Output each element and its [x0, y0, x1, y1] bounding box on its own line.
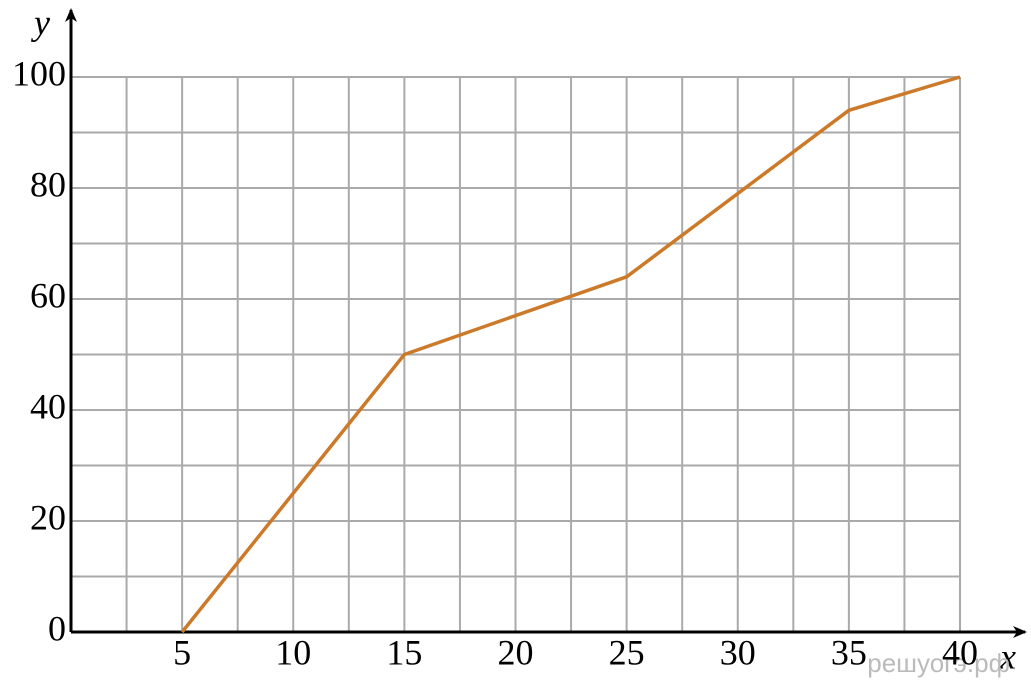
y-axis-label: y: [31, 2, 50, 42]
y-tick-label: 20: [30, 497, 66, 537]
x-tick-label: 35: [831, 632, 867, 672]
x-tick-label: 40: [942, 632, 978, 672]
y-tick-label: 60: [30, 275, 66, 315]
x-tick-label: 30: [720, 632, 756, 672]
x-tick-label: 5: [173, 632, 191, 672]
x-tick-label: 25: [609, 632, 645, 672]
y-tick-label: 80: [30, 164, 66, 204]
watermark: решуогэ.рф: [867, 648, 1010, 678]
grid: [71, 76, 961, 633]
x-axis-label: x: [999, 636, 1016, 676]
x-tick-label: 15: [386, 632, 422, 672]
y-tick-label: 40: [30, 386, 66, 426]
y-tick-label: 0: [48, 608, 66, 648]
line: [180, 75, 961, 634]
x-tick-label: 10: [275, 632, 311, 672]
x-tick-label: 20: [498, 632, 534, 672]
y-tick-label: 100: [12, 53, 66, 93]
